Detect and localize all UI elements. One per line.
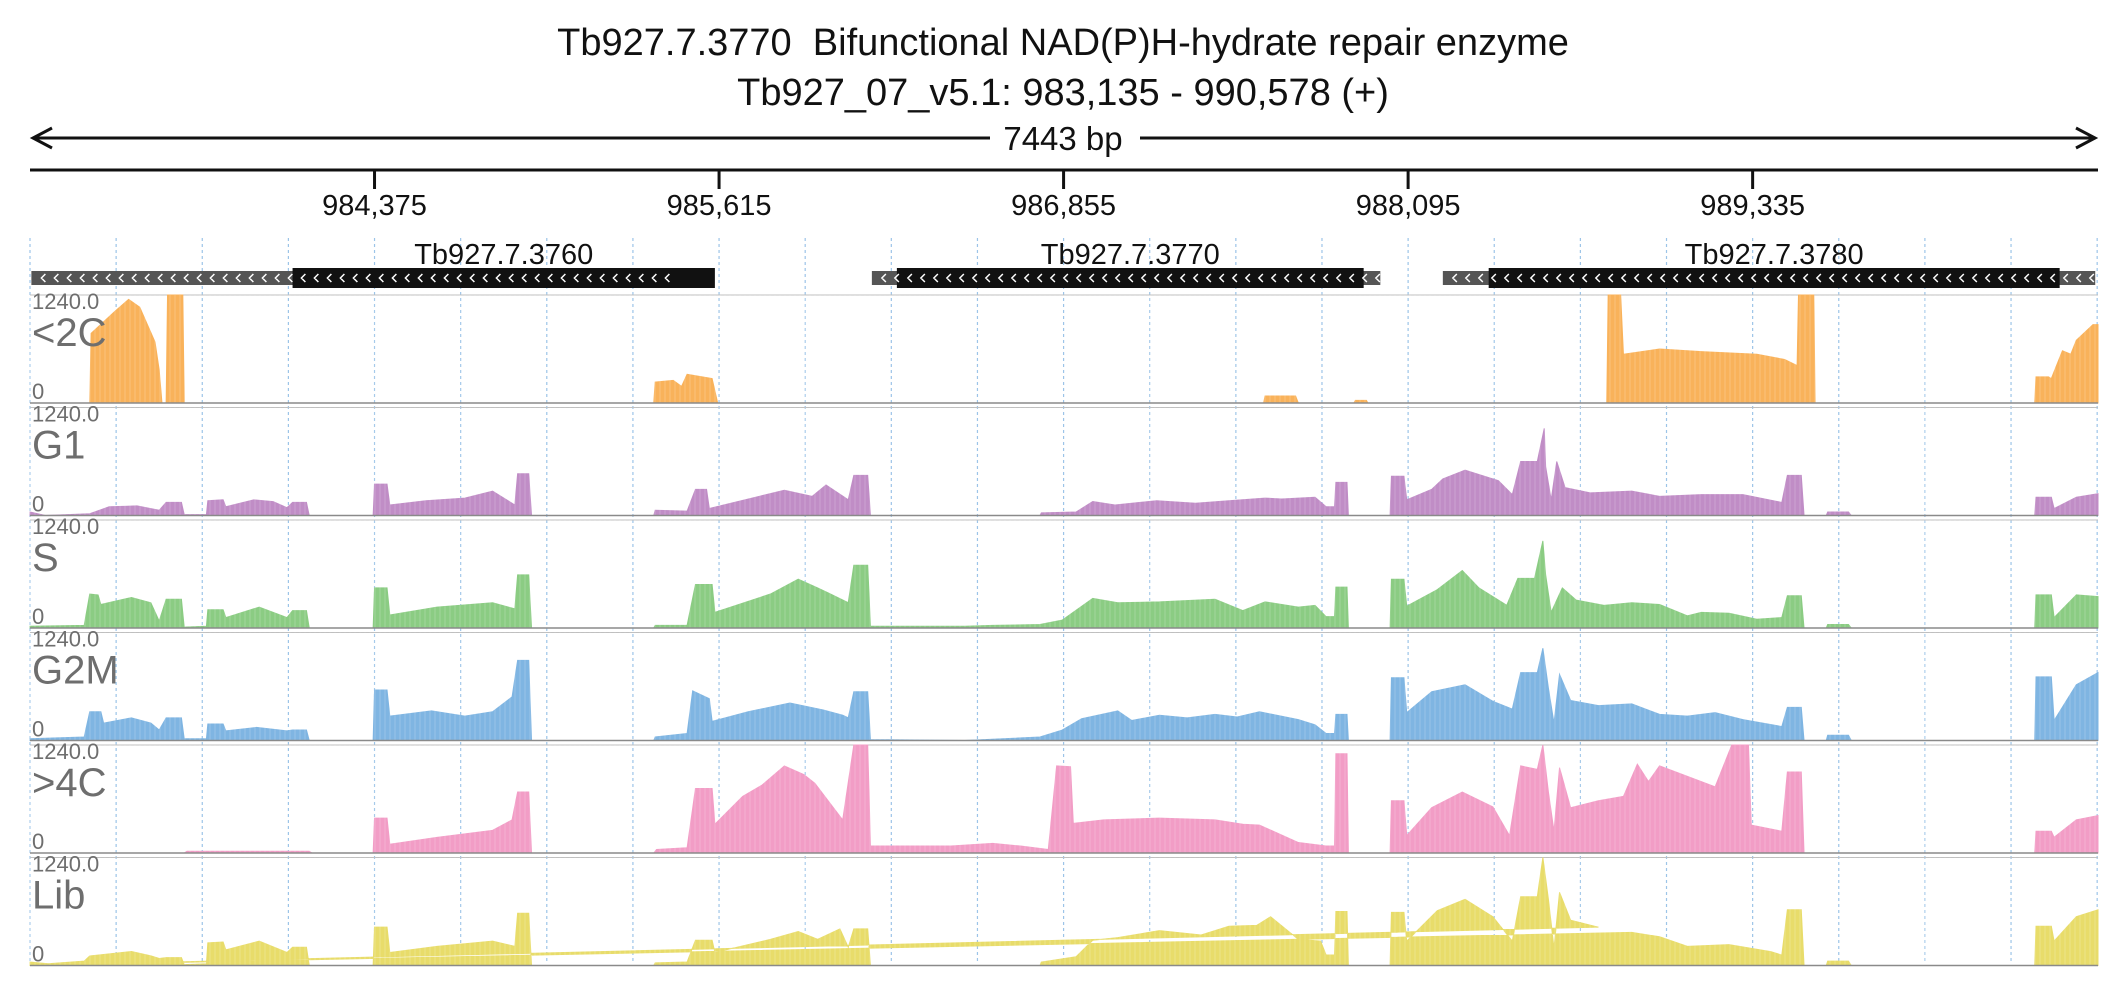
track-zero-label: 0 [32,717,44,742]
arrow-left-icon [29,126,53,150]
track-zero-label: 0 [32,379,44,404]
coverage-area [29,648,2099,742]
track-max-label: 1240.0 [32,739,99,764]
gene-cds [896,268,1364,288]
coverage-area [30,744,2099,854]
coverage-track: 1240.0 0 Lib [29,852,2099,967]
coverage-track: 1240.0 0 >4C [29,739,2099,854]
coordinate-axis: 984,375 985,615 986,855 988,095 989,335 [30,168,2098,222]
strand-chevron-icon [1451,273,2095,283]
gene-label: Tb927.7.3780 [1685,239,1864,271]
coverage-area [29,428,2099,517]
track-name: >4C [32,761,107,805]
bin-texture [29,632,2096,741]
track-zero-label: 0 [32,942,44,967]
bin-texture [29,857,2096,966]
track-name: G2M [32,649,119,693]
axis-tick-label: 988,095 [1356,190,1461,222]
axis-tick-label: 989,335 [1700,190,1805,222]
bin-texture [29,295,2096,403]
coverage-track: 1240.0 0 <2C [29,289,2099,404]
chart-title: Tb927.7.3770 Bifunctional NAD(P)H-hydrat… [557,22,1569,64]
track-max-label: 1240.0 [32,514,99,539]
strand-chevron-icon [880,273,1381,283]
track-max-label: 1240.0 [32,627,99,652]
bin-texture [29,745,2096,853]
track-zero-label: 0 [32,604,44,629]
coverage-track: 1240.0 0 S [29,514,2099,629]
strand-chevron-icon [40,273,670,283]
bin-texture [29,407,2096,516]
track-max-label: 1240.0 [32,289,99,314]
coverage-tracks: 1240.00<2C1240.00G11240.00S1240.00G2M124… [29,289,2099,967]
gene-track: Tb927.7.3760 Tb927.7.3770 Tb927.7.3780 [31,239,2096,288]
axis-tick-label: 984,375 [322,190,427,222]
axis-tick-label: 986,855 [1011,190,1116,222]
coverage-area [29,857,2099,966]
coverage-area [29,540,2099,629]
gene-cds [1488,268,2060,288]
track-name: <2C [32,311,107,355]
track-max-label: 1240.0 [32,402,99,427]
track-name: S [32,536,59,580]
track-name: Lib [32,874,85,918]
coverage-track: 1240.0 0 G1 [29,402,2099,517]
bin-texture [29,520,2096,628]
arrow-right-icon [2075,126,2099,150]
axis-tick-label: 985,615 [667,190,772,222]
coverage-track: 1240.0 0 G2M [29,627,2099,742]
track-zero-label: 0 [32,829,44,854]
track-name: G1 [32,424,85,468]
track-zero-label: 0 [32,492,44,517]
gene-label: Tb927.7.3760 [414,239,593,271]
span-length-label: 7443 bp [1003,120,1122,157]
chart-subtitle: Tb927_07_v5.1: 983,135 - 990,578 (+) [737,72,1389,114]
span-indicator: 7443 bp [29,120,2099,157]
gene-cds [292,268,715,288]
gene-label: Tb927.7.3770 [1041,239,1220,271]
track-max-label: 1240.0 [32,852,99,877]
